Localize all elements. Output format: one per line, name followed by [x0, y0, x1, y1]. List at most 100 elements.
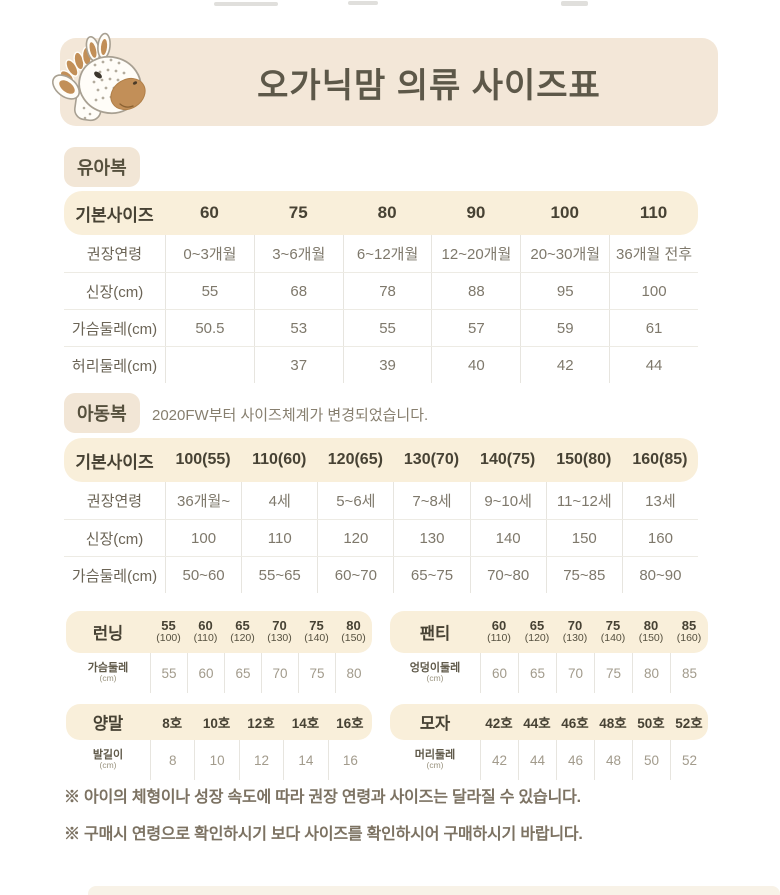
size-column-header: 75 — [288, 203, 308, 222]
cell: 55 — [150, 653, 187, 693]
size-column-header: 48호 — [599, 716, 627, 731]
cell: 120 — [317, 520, 393, 556]
infant-size-table: 기본사이즈 60 75 80 90 100 110 권장연령 0~3개월 3~6… — [64, 191, 698, 383]
cell: 50.5 — [165, 310, 254, 346]
size-column-header: 46호 — [561, 716, 589, 731]
cell: 12~20개월 — [431, 235, 520, 272]
child-size-table: 기본사이즈 100(55) 110(60) 120(65) 130(70) 14… — [64, 438, 698, 593]
table-header-row: 팬티 60 (110) 65 (120) 70 (130) 75 (140) 80 (15… — [390, 611, 708, 653]
cell: 160 — [621, 520, 698, 556]
cell: 52 — [670, 740, 708, 780]
size-column-header: 42호 — [485, 716, 513, 731]
row-label: 신장(cm) — [85, 283, 144, 301]
cell: 4세 — [241, 482, 317, 519]
size-column-header: 10호 — [202, 716, 231, 731]
cell: 9~10세 — [469, 482, 546, 519]
cell: 70 — [261, 653, 298, 693]
cell: 11~12세 — [545, 482, 622, 519]
cell: 36개월~ — [165, 482, 241, 519]
cell: 12 — [238, 740, 283, 780]
size-system-note: 2020FW부터 사이즈체계가 변경되었습니다. — [152, 407, 429, 424]
cell: 50~60 — [165, 557, 241, 593]
size-column-header: 130(70) — [403, 451, 460, 468]
cell: 100 — [165, 520, 241, 556]
size-column-header: 110(60) — [252, 451, 307, 468]
size-column-header: 14호 — [291, 716, 320, 731]
cell: 110 — [241, 520, 317, 556]
cell: 13세 — [621, 482, 698, 519]
cell: 16 — [327, 740, 372, 780]
cell: 68 — [253, 273, 343, 309]
size-column-header: 16호 — [336, 716, 364, 731]
size-column-header: 80 — [377, 203, 397, 222]
size-column-header: 8호 — [162, 716, 183, 731]
cell: 100 — [609, 273, 698, 309]
cell: 60 — [480, 653, 518, 693]
size-column-header: 110 — [639, 203, 668, 222]
cell: 95 — [520, 273, 609, 309]
size-column-header: 140(75) — [480, 451, 536, 468]
cell: 85 — [670, 653, 708, 693]
cell: 59 — [520, 310, 609, 346]
size-column-header: 100(55) — [175, 451, 231, 468]
cell: 40 — [431, 347, 520, 383]
table-row: 발길이 (cm) 8 10 12 14 16 — [66, 740, 372, 780]
table-header-row: 모자 42호 44호 46호 48호 50호 52호 — [390, 704, 708, 740]
cell: 53 — [253, 310, 343, 346]
size-column-header: 60 (110) — [487, 617, 511, 645]
cell — [165, 347, 254, 383]
cell: 65~75 — [393, 557, 469, 593]
cell: 39 — [342, 347, 432, 383]
size-column-header: 65 (120) — [230, 617, 255, 645]
size-column-header: 80 (150) — [638, 617, 664, 645]
header-label: 기본사이즈 — [75, 452, 154, 472]
size-column-header: 100 — [550, 203, 579, 222]
cell: 65 — [224, 653, 261, 693]
cell: 36개월 전후 — [609, 235, 698, 272]
table-row: 신장(cm) 55 68 78 88 95 100 — [64, 272, 698, 309]
cell: 88 — [431, 273, 520, 309]
cell: 80 — [335, 653, 372, 693]
size-column-header: 50호 — [637, 716, 665, 731]
size-column-header: 52호 — [675, 716, 703, 731]
cell: 75 — [594, 653, 632, 693]
table-row: 가슴둘레 (cm) 55 60 65 70 75 80 — [66, 653, 372, 693]
cropped-text-remnant — [214, 2, 278, 6]
cell: 75~85 — [545, 557, 622, 593]
cell: 10 — [194, 740, 238, 780]
cell: 65 — [518, 653, 556, 693]
cell: 70~80 — [469, 557, 546, 593]
cell: 60 — [187, 653, 224, 693]
row-label: 가슴둘레(cm) — [87, 661, 129, 684]
cell: 70 — [556, 653, 594, 693]
size-column-header: 60 — [199, 203, 219, 222]
section-label-text: 유아복 — [77, 158, 127, 178]
size-column-header: 85 (160) — [676, 617, 702, 645]
table-header-row: 기본사이즈 100(55) 110(60) 120(65) 130(70) 14… — [64, 438, 698, 482]
cell: 50 — [632, 740, 670, 780]
row-label: 머리둘레 (cm) — [414, 748, 456, 771]
undershirt-size-table: 런닝 55 (100) 60 (110) 65 (120) 70 (130) 75 (14… — [66, 611, 372, 693]
size-column-header: 70 (130) — [562, 617, 588, 645]
cropped-text-remnant — [561, 1, 588, 6]
size-column-header: 65 (120) — [524, 617, 550, 645]
size-column-header: 75 (140) — [304, 617, 329, 645]
row-label: 허리둘레(cm) — [71, 357, 158, 375]
table-row: 가슴둘레(cm) 50~60 55~65 60~70 65~75 70~80 7… — [64, 556, 698, 593]
next-section-banner-edge — [88, 886, 780, 895]
cell: 130 — [393, 520, 469, 556]
hat-size-table: 모자 42호 44호 46호 48호 50호 52호 머리둘레 (cm) 42 4… — [390, 704, 708, 780]
cell: 55~65 — [241, 557, 317, 593]
row-label: 엉덩이둘레 (cm) — [409, 661, 461, 684]
cell: 150 — [545, 520, 622, 556]
table-title: 팬티 — [419, 625, 451, 643]
section-label-text: 아동복 — [77, 404, 127, 424]
cell: 46 — [556, 740, 594, 780]
table-row: 머리둘레 (cm) 42 44 46 48 50 52 — [390, 740, 708, 780]
size-column-header: 80 (150) — [341, 617, 366, 645]
cell: 55 — [165, 273, 254, 309]
row-label: 권장연령 — [86, 493, 143, 510]
size-column-header: 150(80) — [556, 451, 612, 468]
footer-notes: ※ 아이의 체형이나 성장 속도에 따라 권장 연령과 사이즈는 달라질 수 있… — [64, 783, 583, 857]
